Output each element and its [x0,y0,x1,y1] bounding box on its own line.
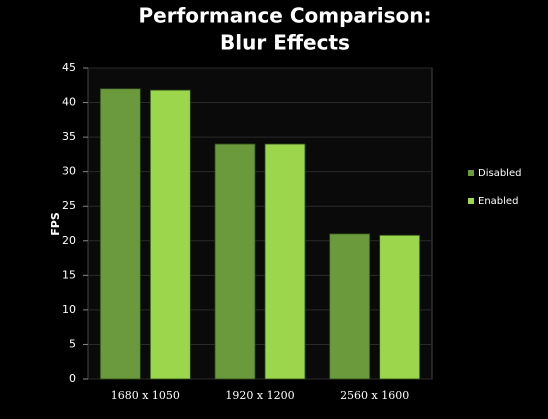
x-tick-label: 2560 x 1600 [340,389,409,402]
y-tick-label: 45 [62,61,76,74]
legend-swatch [468,198,474,204]
bar [264,143,306,380]
y-tick-label: 0 [69,372,76,385]
legend-label: Enabled [478,196,518,207]
chart-title: Blur Effects [220,31,350,55]
y-tick-label: 15 [62,268,76,281]
bar [99,88,141,380]
y-tick-label: 10 [62,303,76,316]
y-tick-label: 20 [62,234,76,247]
chart-title: Performance Comparison: [138,4,431,28]
y-tick-label: 40 [62,96,76,109]
y-tick-label: 5 [69,337,76,350]
x-tick-label: 1920 x 1200 [225,389,294,402]
legend-label: Disabled [478,168,521,179]
bar [329,233,371,380]
bar [214,143,256,380]
y-axis-label: FPS [49,212,62,236]
y-tick-label: 35 [62,130,76,143]
y-tick-label: 30 [62,165,76,178]
plot-area [87,67,433,380]
bar [379,234,421,380]
bar [149,89,191,380]
x-tick-label: 1680 x 1050 [111,389,180,402]
y-tick-label: 25 [62,199,76,212]
legend-swatch [468,170,474,176]
